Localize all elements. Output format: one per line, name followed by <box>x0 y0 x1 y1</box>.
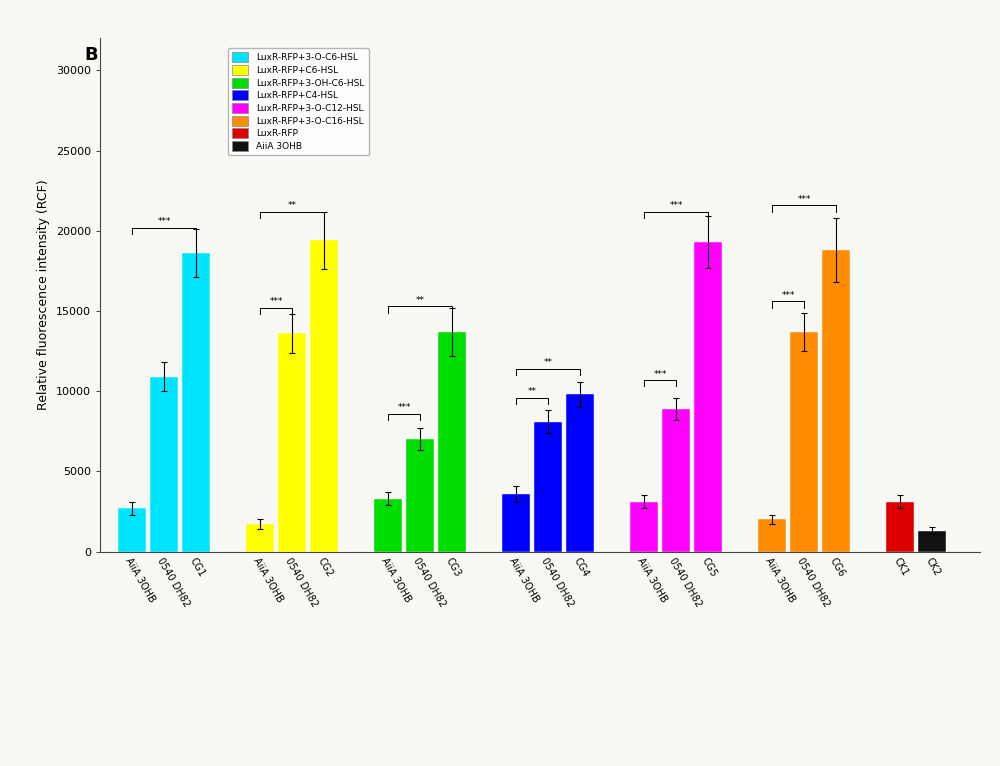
Legend: LuxR-RFP+3-O-C6-HSL, LuxR-RFP+C6-HSL, LuxR-RFP+3-OH-C6-HSL, LuxR-RFP+C4-HSL, Lux: LuxR-RFP+3-O-C6-HSL, LuxR-RFP+C6-HSL, Lu… <box>228 48 369 155</box>
Text: ***: *** <box>397 404 411 412</box>
Bar <box>790 332 818 552</box>
Text: ***: *** <box>797 195 811 204</box>
Bar <box>566 394 594 552</box>
Bar <box>822 250 850 552</box>
Text: B: B <box>84 46 98 64</box>
Bar <box>758 519 786 552</box>
Bar <box>118 508 146 552</box>
Bar <box>662 409 690 552</box>
Text: ***: *** <box>653 370 667 378</box>
Bar <box>406 439 434 552</box>
Y-axis label: Relative fluorescence intensity (RCF): Relative fluorescence intensity (RCF) <box>37 179 50 411</box>
Text: **: ** <box>416 296 424 305</box>
Bar <box>534 421 562 552</box>
Bar <box>182 254 210 552</box>
Text: ***: *** <box>157 218 171 226</box>
Bar <box>150 377 178 552</box>
Bar <box>886 502 914 552</box>
Text: ***: *** <box>669 201 683 210</box>
Bar <box>438 332 466 552</box>
Bar <box>694 242 722 552</box>
Text: ***: *** <box>781 291 795 300</box>
Bar <box>310 241 338 552</box>
Text: ***: *** <box>269 297 283 306</box>
Text: **: ** <box>528 388 536 396</box>
Bar <box>502 494 530 552</box>
Text: **: ** <box>288 201 296 210</box>
Bar <box>246 524 274 552</box>
Bar <box>630 502 658 552</box>
Bar <box>918 531 946 552</box>
Text: **: ** <box>544 358 552 368</box>
Bar <box>278 333 306 552</box>
Bar <box>374 499 402 552</box>
